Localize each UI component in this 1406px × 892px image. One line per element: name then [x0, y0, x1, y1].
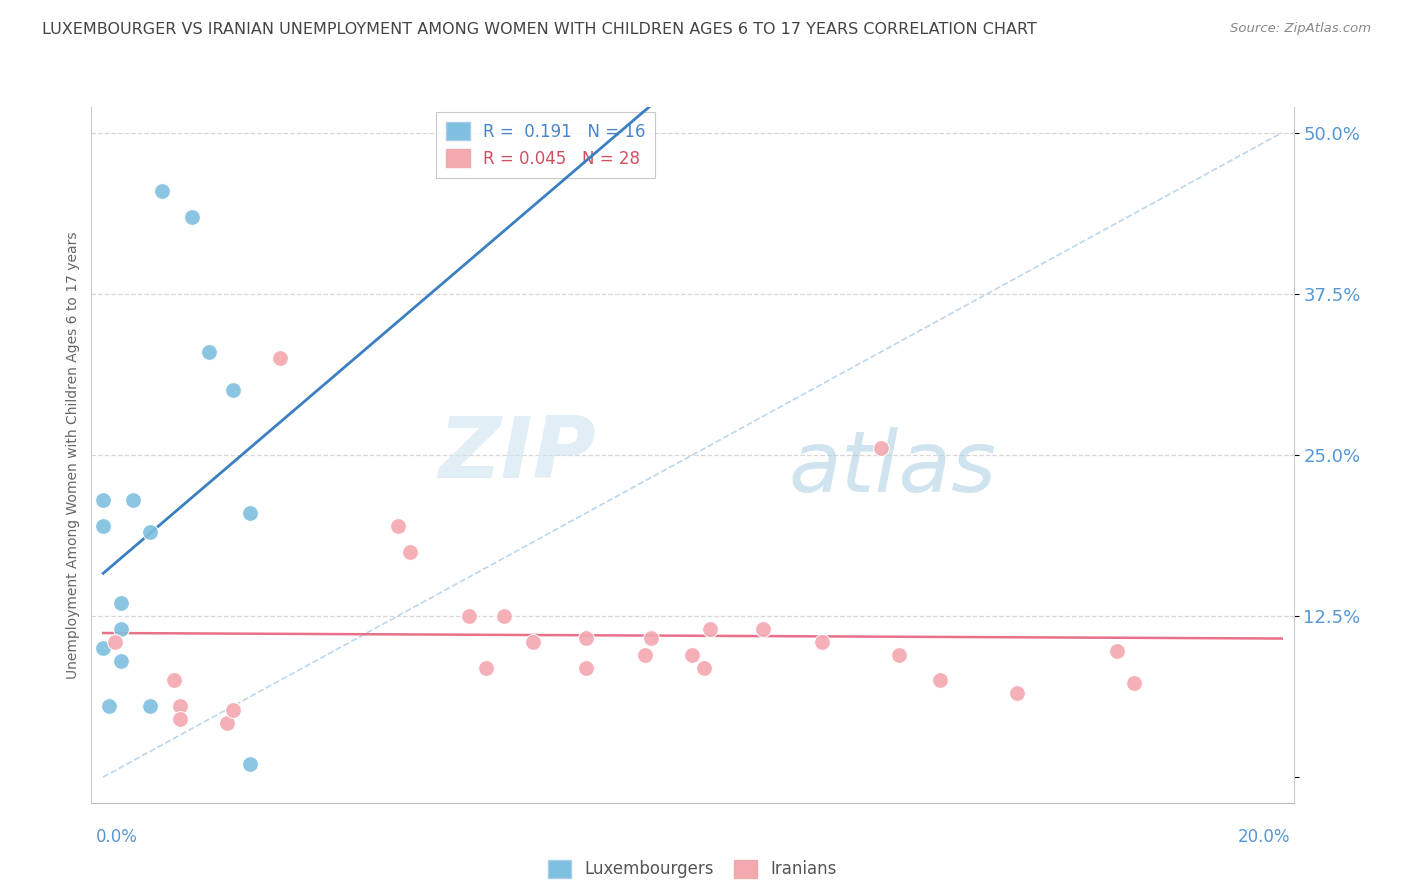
Point	[104, 634, 127, 648]
Point	[239, 506, 262, 520]
Point	[929, 673, 952, 688]
Point	[640, 631, 662, 645]
Point	[222, 384, 245, 398]
Text: Source: ZipAtlas.com: Source: ZipAtlas.com	[1230, 22, 1371, 36]
Point	[398, 544, 420, 558]
Point	[110, 622, 132, 636]
Point	[139, 525, 162, 540]
Point	[752, 622, 775, 636]
Point	[239, 757, 262, 772]
Point	[699, 622, 721, 636]
Point	[870, 442, 893, 456]
Point	[91, 641, 114, 656]
Point	[139, 699, 162, 714]
Point	[1105, 644, 1128, 658]
Text: LUXEMBOURGER VS IRANIAN UNEMPLOYMENT AMONG WOMEN WITH CHILDREN AGES 6 TO 17 YEAR: LUXEMBOURGER VS IRANIAN UNEMPLOYMENT AMO…	[42, 22, 1038, 37]
Text: 0.0%: 0.0%	[96, 828, 138, 846]
Point	[575, 660, 598, 674]
Point	[269, 351, 291, 366]
Legend: Luxembourgers, Iranians: Luxembourgers, Iranians	[541, 853, 844, 885]
Point	[198, 344, 221, 359]
Text: atlas: atlas	[789, 427, 997, 510]
Point	[163, 673, 186, 688]
Point	[180, 210, 202, 224]
Point	[98, 699, 121, 714]
Point	[387, 518, 409, 533]
Point	[1123, 676, 1146, 690]
Y-axis label: Unemployment Among Women with Children Ages 6 to 17 years: Unemployment Among Women with Children A…	[66, 231, 80, 679]
Text: ZIP: ZIP	[439, 413, 596, 497]
Point	[575, 631, 598, 645]
Point	[457, 609, 479, 624]
Point	[215, 715, 238, 730]
Point	[110, 596, 132, 610]
Point	[110, 654, 132, 668]
Point	[169, 699, 191, 714]
Point	[1005, 686, 1028, 700]
Point	[121, 493, 143, 508]
Point	[91, 518, 114, 533]
Text: 20.0%: 20.0%	[1239, 828, 1291, 846]
Point	[522, 634, 544, 648]
Point	[634, 648, 657, 662]
Point	[475, 660, 498, 674]
Point	[681, 648, 703, 662]
Point	[811, 634, 834, 648]
Point	[169, 712, 191, 726]
Point	[91, 493, 114, 508]
Point	[150, 184, 173, 198]
Point	[222, 703, 245, 717]
Point	[887, 648, 910, 662]
Point	[693, 660, 716, 674]
Point	[492, 609, 515, 624]
